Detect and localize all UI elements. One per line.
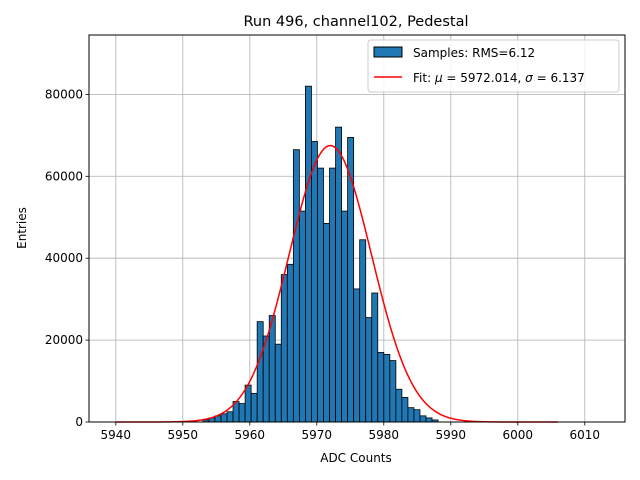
histogram-bar [244,384,252,423]
histogram-bar [298,210,306,423]
x-tick-label: 6000 [503,428,534,442]
plot-frame [88,34,626,423]
legend-fit-sigma-value: = 6.137 [533,71,585,85]
histogram-bar [371,292,379,423]
histogram-bar [419,415,427,423]
histogram-bar [425,417,433,423]
histogram-bars [202,85,439,423]
histogram-bar [407,407,415,423]
histogram-bar [329,167,336,423]
histogram-bar [401,397,409,423]
y-tick-label: 40000 [45,251,83,265]
histogram-bar [226,411,234,423]
y-tick-label: 60000 [45,169,83,183]
y-tick-label: 0 [75,415,83,429]
x-tick-label: 6010 [570,428,601,442]
legend-fit-prefix: Fit: [413,71,435,85]
x-tick-label: 5950 [168,428,199,442]
histogram-bar [323,222,330,423]
histogram-bar [274,343,282,423]
legend-fit-mu-value: = 5972.014, [443,71,526,85]
histogram-bar [317,167,324,423]
x-tick-label: 5980 [369,428,400,442]
histogram-bar [286,263,294,423]
legend-bar-swatch [373,46,403,58]
legend: Samples: RMS=6.12 Fit: μ = 5972.014, σ =… [367,39,620,93]
histogram-bar [256,321,264,423]
y-axis-label: Entries [15,207,29,249]
y-tick-label: 20000 [45,333,83,347]
histogram-bar [377,351,385,423]
legend-frame [367,39,620,93]
legend-fit-mu-symbol: μ [434,71,443,85]
x-tick-label: 5990 [436,428,467,442]
histogram-bar [359,239,367,423]
x-tick-label: 5940 [101,428,132,442]
histogram-bar [238,403,246,423]
histogram-bar [268,315,276,423]
histogram-bar [365,317,373,423]
histogram-bar [292,149,300,423]
histogram-bar [335,126,342,423]
axis-ticks: 5940 5950 5960 5970 5980 5990 6000 6010 0 20000 40… [45,87,600,442]
histogram-bar [311,141,318,423]
chart-title: Run 496, channel102, Pedestal [243,14,468,30]
histogram-bar [305,85,312,423]
histogram-bar [413,409,421,423]
histogram-bar [262,335,270,423]
histogram-bar [395,388,403,423]
y-tick-label: 80000 [45,87,83,101]
x-axis-label: ADC Counts [320,451,392,465]
histogram-bar [353,288,361,423]
histogram-bar [250,392,258,423]
x-tick-label: 5970 [302,428,333,442]
histogram-bar [347,136,355,423]
histogram-bar [383,354,391,423]
x-tick-label: 5960 [235,428,266,442]
legend-histogram-label: Samples: RMS=6.12 [413,46,535,60]
histogram-bar [389,360,397,423]
histogram-bar [280,274,288,423]
histogram-bar [220,413,228,423]
legend-fit-label: Fit: μ = 5972.014, σ = 6.137 [413,71,585,85]
histogram-bar [341,210,349,423]
legend-fit-sigma-symbol: σ [525,71,533,85]
